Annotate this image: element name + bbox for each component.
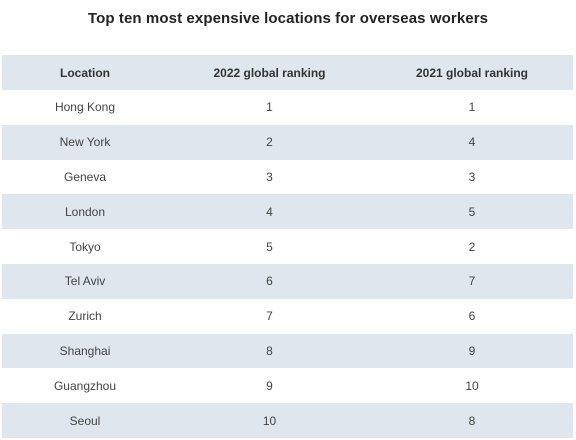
cell-2022-ranking: 6 xyxy=(266,274,273,289)
cell-2022-ranking: 4 xyxy=(266,204,273,219)
cell-2021-ranking: 7 xyxy=(468,274,476,289)
cell-location: Shanghai xyxy=(59,343,111,358)
cell-location: London xyxy=(64,204,106,219)
table-row: London 4 5 xyxy=(2,194,573,230)
table-row: Zurich 7 6 xyxy=(2,298,573,334)
cell-location: Tokyo xyxy=(69,239,101,254)
table-row: Hong Kong 1 1 xyxy=(2,90,573,125)
table-row: Guangzhou 9 10 xyxy=(2,368,573,404)
cell-2022-ranking: 1 xyxy=(266,100,273,115)
cell-2021-ranking: 3 xyxy=(468,169,476,184)
cell-2021-ranking: 10 xyxy=(465,378,479,393)
cell-2021-ranking: 6 xyxy=(468,309,476,324)
cell-location: Seoul xyxy=(69,413,101,428)
table-row: New York 2 4 xyxy=(2,124,573,160)
header-2021-ranking: 2021 global ranking xyxy=(415,65,529,80)
table-row: Shanghai 8 9 xyxy=(2,333,573,369)
cell-2021-ranking: 8 xyxy=(468,413,476,428)
table-row: Tel Aviv 6 7 xyxy=(2,263,573,299)
cell-2021-ranking: 2 xyxy=(468,239,476,254)
cell-2022-ranking: 8 xyxy=(266,343,273,358)
page-title: Top ten most expensive locations for ove… xyxy=(87,10,489,27)
ranking-table: Location 2022 global ranking 2021 global… xyxy=(2,55,573,438)
cell-2022-ranking: 5 xyxy=(266,239,273,254)
table-row: Tokyo 5 2 xyxy=(2,229,573,264)
cell-location: Zurich xyxy=(68,309,102,324)
cell-2021-ranking: 4 xyxy=(468,135,476,150)
cell-2022-ranking: 7 xyxy=(266,309,273,324)
cell-location: Geneva xyxy=(63,169,107,184)
cell-2021-ranking: 5 xyxy=(468,204,476,219)
cell-2022-ranking: 10 xyxy=(262,413,277,428)
cell-2022-ranking: 9 xyxy=(266,378,273,393)
table-header-row: Location 2022 global ranking 2021 global… xyxy=(2,55,573,90)
cell-location: Guangzhou xyxy=(53,378,117,393)
table-row: Geneva 3 3 xyxy=(2,159,573,195)
cell-2022-ranking: 3 xyxy=(266,169,273,184)
cell-2021-ranking: 1 xyxy=(468,100,476,115)
cell-location: Tel Aviv xyxy=(64,274,106,289)
cell-2022-ranking: 2 xyxy=(266,135,273,150)
cell-location: Hong Kong xyxy=(54,100,116,115)
header-location: Location xyxy=(60,65,110,80)
cell-location: New York xyxy=(59,135,111,150)
header-2022-ranking: 2022 global ranking xyxy=(213,65,326,80)
table-row: Seoul 10 8 xyxy=(2,403,573,438)
cell-2021-ranking: 9 xyxy=(468,343,476,358)
